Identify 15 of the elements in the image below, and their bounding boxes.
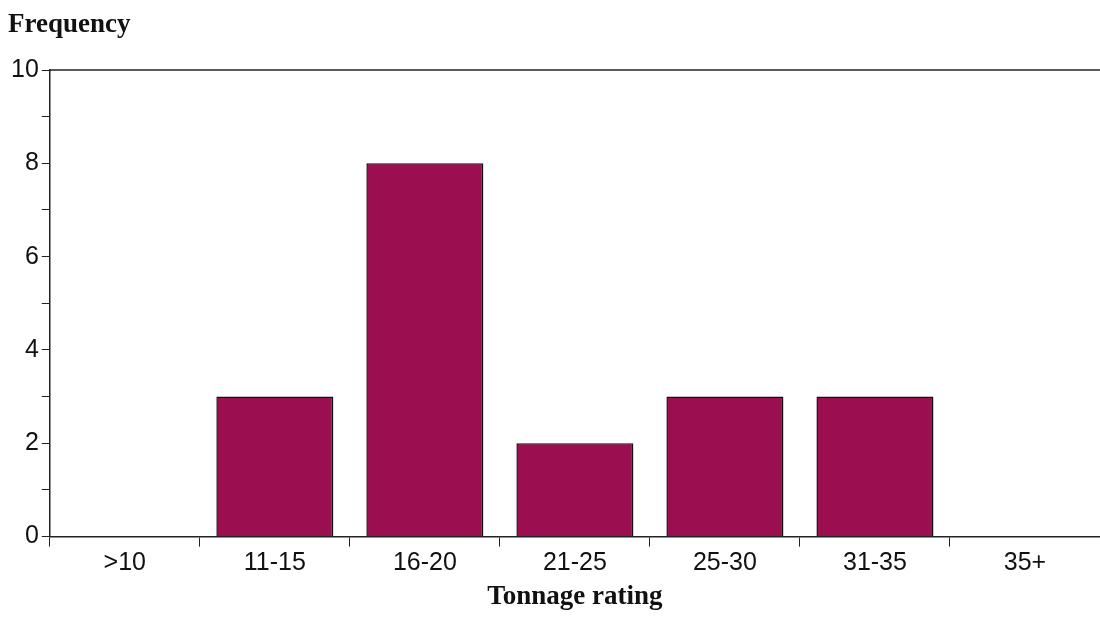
x-tick-label: 16-20 [392,547,457,576]
x-tick-label: 25-30 [692,547,757,576]
y-axis-title: Frequency [8,8,131,39]
y-tick-label: 6 [24,240,39,269]
x-tick-label: 21-25 [542,547,607,576]
y-tick-label: 0 [24,520,39,549]
x-tick-label: 11-15 [243,547,306,576]
x-tick-label: 31-35 [842,547,907,576]
x-axis-title: Tonnage rating [487,579,664,610]
x-tick-label: 35+ [1003,547,1047,576]
y-tick-label: 10 [11,53,39,82]
x-tick-label: >10 [103,547,147,576]
y-tick-label: 8 [24,147,39,176]
y-tick-label: 2 [24,427,39,456]
y-tick-label: 4 [24,333,39,362]
